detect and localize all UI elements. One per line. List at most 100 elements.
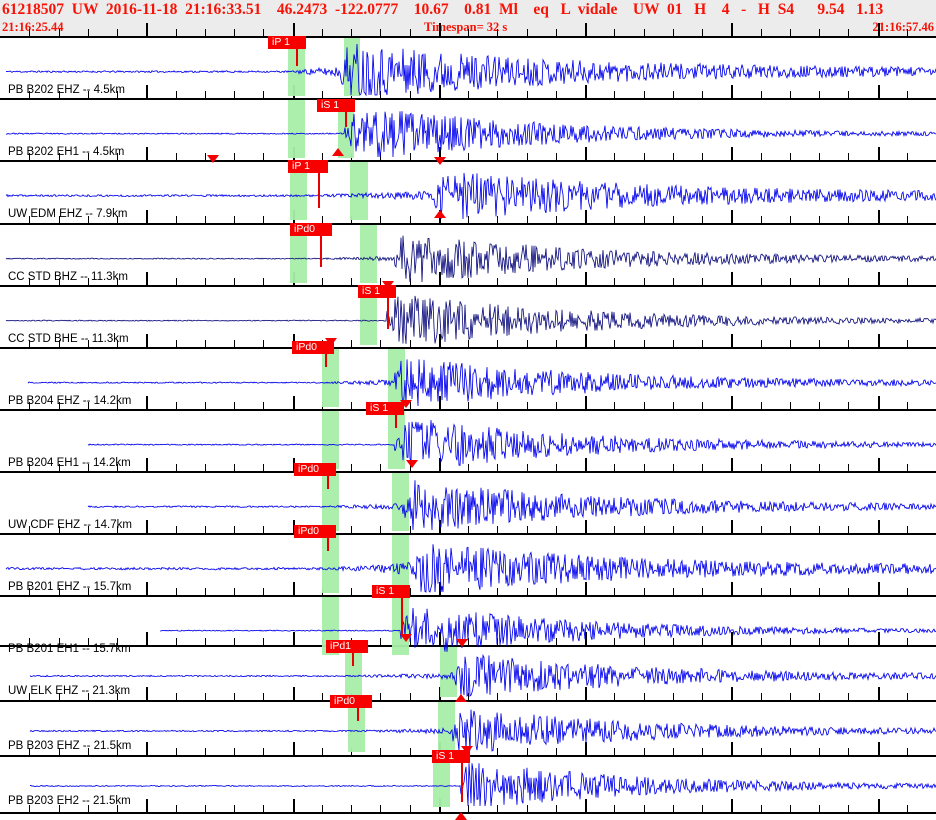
trace-row[interactable] [0,757,936,807]
time-axis-minor-tick [468,340,469,347]
time-axis-minor-tick [234,464,235,471]
time-axis-minor-tick [819,464,820,471]
trace-row[interactable] [0,535,936,593]
phase-pick-label[interactable]: iS 1 [317,99,355,112]
time-axis-minor-tick [848,748,849,755]
phase-pick-line[interactable] [327,525,329,551]
time-axis-minor-tick [761,638,762,645]
time-axis-minor-tick [614,340,615,347]
trace-row[interactable] [0,647,936,697]
time-axis-minor-tick [205,29,206,36]
phase-pick-label[interactable]: iS 1 [372,585,410,598]
time-axis-major-tick [878,582,880,595]
trace-row[interactable] [0,38,936,96]
time-axis-minor-tick [351,805,352,812]
time-axis-minor-tick [468,153,469,160]
phase-pick-label[interactable]: iPd0 [294,525,336,538]
time-axis-minor-tick [468,638,469,645]
time-axis-major-tick [585,687,587,700]
phase-pick-line[interactable] [357,695,359,721]
time-axis-minor-tick [527,693,528,700]
time-axis-minor-tick [702,748,703,755]
time-axis-minor-tick [380,29,381,36]
time-axis-minor-tick [234,402,235,409]
phase-pick-label[interactable]: iPd0 [290,223,332,236]
time-axis-minor-tick [263,402,264,409]
waveform-trace [87,480,936,531]
time-axis-minor-tick [468,464,469,471]
time-axis-minor-tick [556,693,557,700]
time-axis-minor-tick [29,526,30,533]
trace-row[interactable] [0,702,936,752]
trace-row[interactable] [0,162,936,220]
time-axis-minor-tick [848,29,849,36]
time-axis-minor-tick [234,278,235,285]
time-axis-minor-tick [614,748,615,755]
time-axis-major-tick [878,85,880,98]
time-axis-minor-tick [556,638,557,645]
time-axis-minor-tick [673,805,674,812]
time-axis-minor-tick [848,402,849,409]
time-axis-minor-tick [644,91,645,98]
trace-row[interactable] [0,411,936,469]
time-axis-minor-tick [907,805,908,812]
trace-row[interactable] [0,287,936,345]
time-axis-minor-tick [497,278,498,285]
time-axis-minor-tick [819,402,820,409]
time-axis-minor-tick [644,402,645,409]
time-axis-minor-tick [614,278,615,285]
time-axis-minor-tick [790,340,791,347]
time-axis-minor-tick [176,216,177,223]
time-axis-minor-tick [761,91,762,98]
phase-pick-line[interactable] [327,463,329,489]
trace-row[interactable] [0,100,936,158]
time-axis-major-tick [731,520,733,533]
phase-pick-label[interactable]: iS 1 [432,750,470,763]
time-axis-minor-tick [468,216,469,223]
time-axis-minor-tick [410,29,411,36]
time-axis-major-tick [585,582,587,595]
time-axis-minor-tick [29,748,30,755]
time-axis-major-tick [878,520,880,533]
time-axis-major-tick [731,742,733,755]
phase-pick-label[interactable]: iP 1 [288,160,328,173]
time-axis-minor-tick [380,278,381,285]
phase-pick-label[interactable]: iPd0 [330,695,372,708]
time-axis-major-tick [731,272,733,285]
phase-pick-label[interactable]: iS 1 [366,402,404,415]
time-axis-minor-tick [88,464,89,471]
time-axis-minor-tick [761,340,762,347]
phase-pick-line[interactable] [395,402,397,428]
trace-row[interactable] [0,473,936,531]
time-axis-minor-tick [176,340,177,347]
phase-pick-label[interactable]: iPd0 [294,463,336,476]
phase-pick-label[interactable]: iPd1 [326,640,368,653]
time-axis-minor-tick [176,638,177,645]
time-axis-minor-tick [614,638,615,645]
time-axis-minor-tick [673,402,674,409]
time-axis-minor-tick [673,91,674,98]
time-axis-major-tick [146,334,148,347]
time-axis-minor-tick [380,526,381,533]
phase-pick-line[interactable] [325,341,327,367]
time-axis-minor-tick [497,588,498,595]
time-axis-minor-tick [848,638,849,645]
trace-row[interactable] [0,349,936,407]
waveform-trace [27,359,936,407]
time-axis-major-tick [878,334,880,347]
time-axis-major-tick [878,210,880,223]
time-axis-minor-tick [819,693,820,700]
time-axis-major-tick [146,687,148,700]
phase-pick-label[interactable]: iPd0 [292,341,334,354]
channel-label: PB B204 EH1 -- 14.2km [8,457,131,469]
time-axis-minor-tick [848,216,849,223]
time-axis-major-tick [731,210,733,223]
time-axis-minor-tick [790,278,791,285]
phase-pick-line[interactable] [352,640,354,666]
time-axis-major-tick [146,147,148,160]
time-axis-minor-tick [761,153,762,160]
time-axis-major-tick [585,799,587,812]
trace-row[interactable] [0,225,936,283]
phase-pick-label[interactable]: iP 1 [268,36,306,49]
time-axis-minor-tick [527,464,528,471]
